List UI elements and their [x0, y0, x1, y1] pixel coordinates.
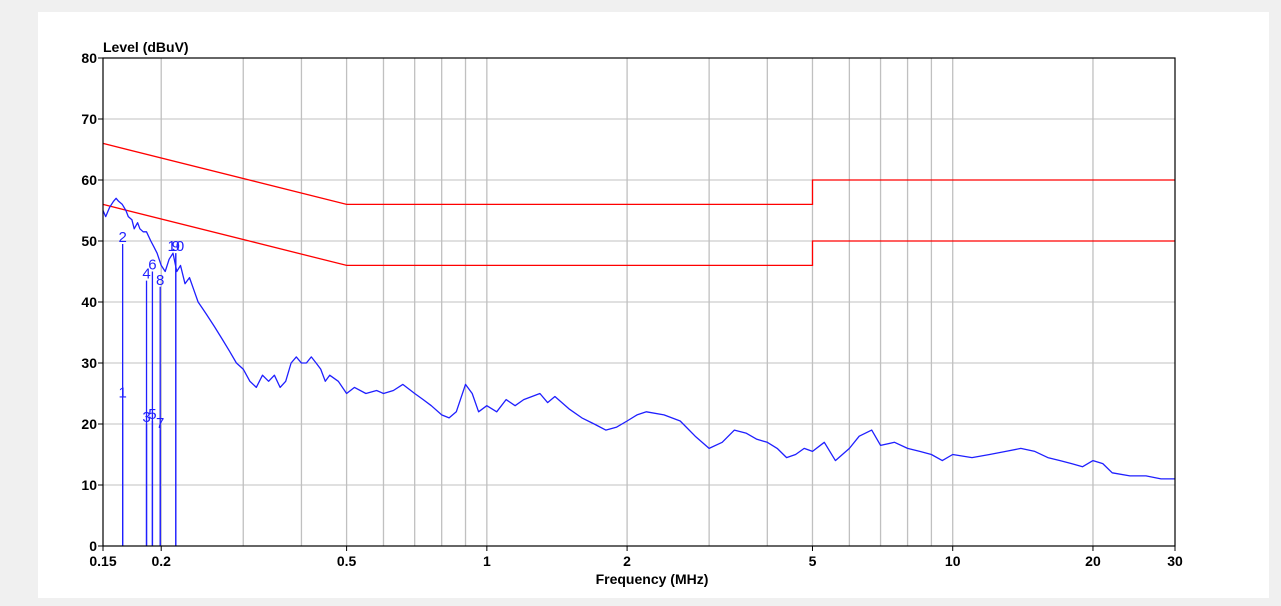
x-axis-label: Frequency (MHz)	[596, 571, 709, 587]
y-tick-label: 50	[81, 233, 97, 249]
x-tick-label: 10	[945, 553, 961, 569]
markers: 12345678910	[118, 229, 184, 546]
marker-label-6: 6	[148, 257, 156, 274]
marker-label-10: 10	[167, 238, 184, 255]
y-tick-label: 20	[81, 416, 97, 432]
y-axis-label: Level (dBuV)	[103, 39, 189, 55]
x-tick-label: 0.2	[151, 553, 171, 569]
measurement-line	[102, 197, 1175, 480]
y-tick-label: 0	[89, 538, 97, 554]
gridlines	[103, 58, 1175, 546]
y-tick-label: 80	[81, 50, 97, 66]
x-tick-label: 1	[483, 553, 491, 569]
tick-labels: 0 10 20 30 40 50 60 70 80 0.15 0.2 0.5 1 2 5 10 20 30	[81, 50, 1183, 569]
y-tick-label: 60	[81, 172, 97, 188]
y-tick-label: 40	[81, 294, 97, 310]
x-tick-label: 0.15	[89, 553, 116, 569]
y-tick-label: 30	[81, 355, 97, 371]
x-tick-label: 2	[623, 553, 631, 569]
x-tick-label: 5	[809, 553, 817, 569]
measurement-series	[102, 197, 1175, 480]
limit-line	[102, 142, 1175, 206]
marker-label-9: 9	[172, 238, 180, 255]
axes	[98, 57, 1176, 551]
y-tick-label: 70	[81, 111, 97, 127]
marker-label-4: 4	[142, 266, 150, 283]
x-tick-label: 0.5	[337, 553, 357, 569]
y-tick-label: 10	[81, 477, 97, 493]
x-tick-label: 20	[1085, 553, 1101, 569]
limit-lines	[102, 142, 1175, 267]
x-tick-label: 30	[1167, 553, 1183, 569]
marker-label-2: 2	[118, 229, 126, 246]
plot-frame	[102, 57, 1176, 547]
limit-line	[102, 203, 1175, 267]
marker-label-8: 8	[156, 272, 164, 289]
